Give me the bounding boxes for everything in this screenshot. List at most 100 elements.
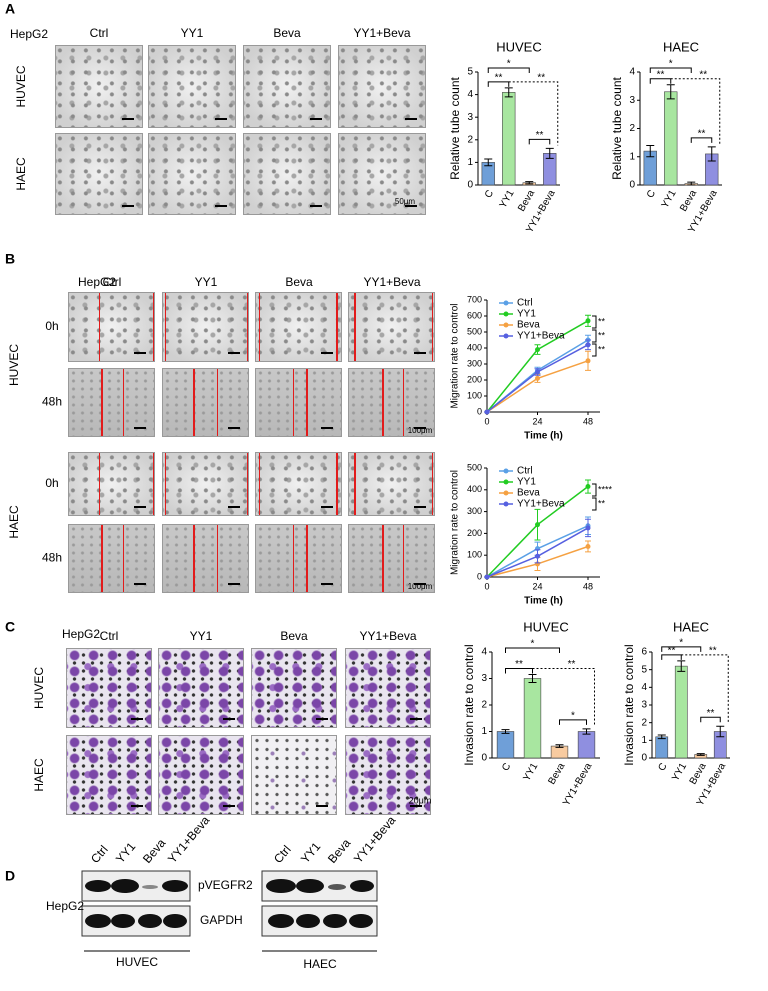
- micrograph: [338, 45, 426, 128]
- column-label: Ctrl: [100, 629, 119, 643]
- significance-bracket: [649, 67, 692, 73]
- cell-line: HepG2: [62, 627, 100, 641]
- scratch-image: [162, 524, 249, 593]
- scratch-edge: [336, 453, 338, 515]
- scratch-edge: [354, 453, 356, 515]
- scale-bar: [405, 118, 417, 120]
- band: [328, 884, 346, 890]
- protein-label: pVEGFR2: [198, 878, 253, 892]
- significance-label: *: [531, 639, 535, 650]
- chart-title: HUVEC: [496, 39, 542, 54]
- significance-bracket: [487, 81, 510, 87]
- band: [162, 880, 188, 892]
- cell-line: HepG2: [46, 899, 84, 913]
- y-axis-label: Relative tube count: [448, 76, 462, 179]
- scratch-edge: [216, 369, 219, 436]
- legend-marker: [503, 333, 509, 339]
- y-tick-label: 3: [481, 673, 487, 684]
- bar: [523, 678, 542, 759]
- significance-bracket: [528, 138, 551, 145]
- y-tick-label: 400: [467, 342, 482, 352]
- scratch-image: [68, 452, 155, 516]
- chart-title: HAEC: [673, 619, 709, 634]
- scratch-edge: [402, 369, 405, 436]
- significance-bracket: [649, 78, 672, 84]
- y-tick-label: 3: [467, 112, 473, 123]
- significance-bracket: [661, 646, 702, 652]
- x-tick-label: C: [483, 188, 496, 200]
- band: [111, 914, 135, 928]
- y-tick-label: 600: [467, 310, 482, 320]
- scale-bar: [414, 506, 426, 508]
- scratch-image: [255, 524, 342, 593]
- time-label: 48h: [42, 551, 62, 565]
- significance-label: **: [698, 129, 706, 140]
- scale-bar: [223, 805, 235, 807]
- y-tick-label: 200: [467, 528, 482, 538]
- band: [296, 914, 320, 928]
- transwell-image: [345, 735, 431, 815]
- scale-label: 50μm: [395, 197, 416, 206]
- scratch-edge: [122, 369, 125, 436]
- scratch-edge: [431, 453, 434, 515]
- point: [585, 484, 591, 490]
- micrograph: [338, 133, 426, 215]
- scale-bar: [310, 205, 322, 207]
- error-bar: [687, 181, 696, 186]
- x-axis-label: Time (h): [524, 596, 563, 607]
- error-bar: [555, 744, 564, 748]
- scale-bar: [310, 118, 322, 120]
- error-bar: [716, 725, 725, 738]
- legend-label: Beva: [517, 488, 540, 499]
- time-label: 0h: [45, 476, 58, 490]
- lane-label: YY1+Beva: [351, 813, 399, 866]
- scale-bar: [321, 352, 333, 354]
- point: [585, 525, 591, 531]
- panel-label: D: [5, 868, 15, 884]
- significance-bracket: [690, 137, 713, 143]
- scale-bar: [122, 118, 134, 120]
- y-tick-label: 400: [467, 484, 482, 494]
- transwell-image: [66, 648, 152, 728]
- column-label: YY1+Beva: [359, 629, 416, 643]
- scale-bar: [134, 583, 146, 585]
- scratch-edge: [292, 525, 295, 592]
- significance-bracket: [592, 315, 597, 329]
- scratch-edge: [122, 525, 125, 592]
- row-label: HUVEC: [14, 65, 28, 107]
- band: [323, 914, 347, 928]
- significance-label: *: [669, 59, 673, 70]
- scale-bar: [321, 506, 333, 508]
- scale-bar: [228, 427, 240, 429]
- error-bar: [657, 734, 666, 740]
- y-tick-label: 5: [641, 664, 647, 675]
- error-bar: [484, 158, 493, 167]
- scale-bar: [228, 506, 240, 508]
- y-tick-label: 1: [641, 735, 647, 746]
- scale-bar: [134, 427, 146, 429]
- chart-title: HAEC: [663, 39, 699, 54]
- significance-bracket: [592, 343, 597, 357]
- column-label: Beva: [280, 629, 308, 643]
- transwell-image: [251, 735, 337, 815]
- x-tick-label: 0: [484, 581, 489, 591]
- x-tick-label: 24: [532, 581, 542, 591]
- scratch-edge: [98, 293, 101, 361]
- scale-bar: [410, 805, 422, 807]
- scratch-image: [162, 368, 249, 437]
- legend-marker: [503, 490, 509, 496]
- band: [111, 879, 139, 893]
- significance-label: ****: [598, 484, 613, 494]
- legend-label: YY1+Beva: [517, 331, 565, 342]
- y-tick-label: 4: [481, 647, 487, 658]
- band: [142, 885, 158, 889]
- y-tick-label: 5: [467, 67, 473, 78]
- error-bar: [504, 87, 513, 98]
- scratch-edge: [193, 525, 195, 592]
- row-label: HAEC: [32, 758, 46, 792]
- scratch-image: [348, 292, 435, 362]
- y-tick-label: 700: [467, 294, 482, 304]
- band: [268, 914, 294, 928]
- micrograph: [243, 45, 331, 128]
